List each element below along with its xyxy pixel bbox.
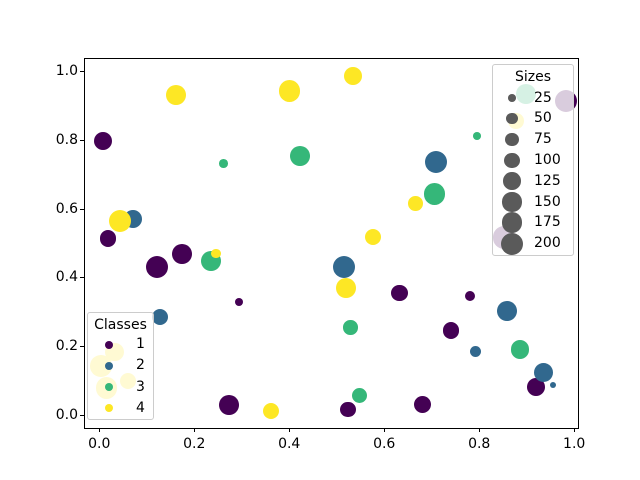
y-tick-label: 0.8 [55, 131, 78, 148]
x-tick-mark [573, 428, 575, 432]
x-tick-label: 0.8 [468, 436, 491, 452]
x-tick-mark [98, 428, 100, 432]
x-tick-mark [193, 428, 195, 432]
scatter-point-class-3 [219, 159, 228, 168]
class-legend-label: 4 [136, 399, 145, 416]
scatter-point-class-2 [151, 308, 169, 326]
scatter-point-class-1 [340, 401, 356, 417]
scatter-point-class-1 [234, 297, 244, 307]
scatter-point-class-3 [351, 387, 368, 403]
y-tick-label: 0.4 [55, 269, 78, 286]
size-legend-marker-125 [503, 172, 521, 190]
y-tick-mark [80, 415, 84, 417]
size-legend-label: 75 [534, 131, 552, 148]
scatter-point-class-4 [407, 195, 423, 211]
scatter-point-class-1 [172, 244, 193, 265]
scatter-point-class-1 [464, 290, 475, 301]
size-legend-label: 175 [534, 214, 561, 231]
size-legend-label: 150 [534, 193, 561, 210]
scatter-point-class-1 [414, 395, 432, 413]
class-legend-marker-1 [105, 340, 113, 349]
scatter-point-class-1 [146, 255, 169, 279]
class-legend-label: 3 [136, 378, 145, 395]
y-tick-mark [80, 139, 84, 141]
y-tick-mark [80, 208, 84, 210]
x-tick-label: 1.0 [563, 436, 586, 452]
scatter-point-class-4 [343, 66, 362, 85]
scatter-point-class-4 [211, 249, 221, 259]
x-tick-mark [288, 428, 290, 432]
x-tick-mark [383, 428, 385, 432]
scatter-point-class-4 [108, 210, 131, 233]
y-tick-mark [80, 346, 84, 348]
x-tick-label: 0.4 [278, 436, 301, 452]
scatter-point-class-3 [423, 183, 446, 205]
sizes-legend-title: Sizes [514, 69, 552, 85]
scatter-point-class-1 [391, 284, 408, 302]
scatter-point-class-4 [279, 80, 301, 102]
classes-legend: Classes 1 2 3 4 [87, 312, 154, 420]
y-tick-mark [80, 277, 84, 279]
size-legend-marker-200 [500, 232, 524, 255]
scatter-point-class-1 [526, 377, 545, 396]
class-legend-marker-3 [105, 383, 113, 392]
size-legend-label: 125 [534, 172, 561, 189]
class-legend-marker-2 [105, 361, 113, 370]
class-legend-label: 1 [136, 336, 145, 352]
scatter-point-class-1 [442, 322, 460, 339]
sizes-legend: Sizes 25 50 75 100 125 150 175 200 [492, 64, 574, 256]
size-legend-marker-75 [505, 132, 519, 147]
size-legend-marker-100 [504, 152, 520, 169]
scatter-point-class-4 [336, 278, 357, 299]
classes-legend-title: Classes [94, 317, 147, 333]
class-legend-label: 2 [136, 357, 145, 374]
scatter-point-class-1 [93, 131, 113, 151]
x-tick-label: 0.0 [88, 436, 111, 452]
size-legend-marker-50 [506, 113, 518, 125]
size-legend-label: 200 [534, 235, 561, 252]
scatter-point-class-1 [99, 230, 116, 247]
x-tick-mark [478, 428, 480, 432]
size-legend-marker-150 [502, 192, 522, 212]
scatter-point-class-4 [262, 402, 280, 420]
scatter-point-class-2 [497, 301, 518, 321]
scatter-point-class-2 [550, 381, 557, 388]
scatter-point-class-2 [332, 255, 355, 278]
size-legend-label: 50 [534, 110, 552, 127]
scatter-point-class-2 [534, 362, 554, 383]
scatter-point-class-4 [364, 228, 382, 246]
scatter-point-class-1 [219, 394, 240, 415]
scatter-point-class-3 [290, 145, 311, 166]
size-legend-label: 25 [534, 89, 552, 106]
scatter-point-class-3 [472, 131, 481, 140]
scatter-point-class-2 [424, 151, 448, 174]
scatter-point-class-3 [510, 340, 530, 359]
scatter-point-class-2 [469, 346, 481, 358]
size-legend-marker-25 [508, 94, 516, 102]
size-legend-marker-175 [501, 212, 523, 234]
scatter-point-class-3 [343, 320, 358, 335]
size-legend-label: 100 [534, 151, 561, 168]
x-tick-label: 0.2 [183, 436, 206, 452]
y-tick-label: 1.0 [55, 62, 78, 79]
plot-area: 0.0 0.2 0.4 0.6 0.8 1.0 0.0 0.2 0.4 0.6 0.8 1.0 Siz… [56, 58, 585, 452]
y-tick-label: 0.6 [55, 200, 78, 217]
class-legend-marker-4 [105, 404, 113, 413]
y-tick-mark [80, 70, 84, 72]
y-tick-label: 0.0 [55, 407, 78, 424]
x-tick-label: 0.6 [373, 436, 396, 452]
scatter-point-class-4 [165, 85, 186, 106]
y-tick-label: 0.2 [55, 338, 78, 355]
